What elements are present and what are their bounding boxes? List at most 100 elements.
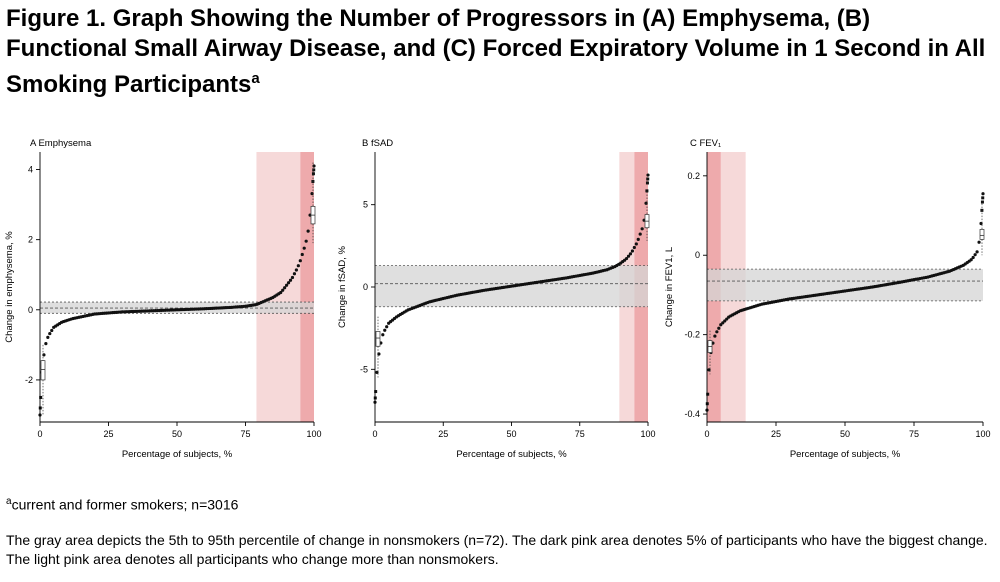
data-point [717,326,721,330]
y-tick-label: 5 [363,200,368,210]
data-point [636,237,640,241]
data-point [39,395,43,399]
data-point [980,200,984,204]
boxplot-low-box [375,331,381,347]
data-point [645,181,649,185]
data-point [646,173,650,177]
y-axis-label: Change in emphysema, % [4,231,15,343]
footnote: acurrent and former smokers; n=3016 [6,496,239,513]
data-point [298,259,302,263]
data-point [306,229,310,233]
x-tick-label: 50 [172,429,182,439]
data-point [385,325,389,329]
data-point [44,342,48,346]
data-point [630,249,635,253]
data-point [279,290,283,295]
chart-panel-1: 0 25 50 75 100 -5 0 5 B fSAD Percentage of subjec… [337,138,656,460]
x-tick-label: 75 [575,429,585,439]
x-tick-label: 0 [37,429,42,439]
chart-panel-0: 0 25 50 75 100 -2 0 2 4 A Emphysema Percentage of … [4,138,322,460]
dark-pink-region [300,152,314,422]
data-point [719,323,723,327]
data-point [981,196,985,200]
data-point [300,252,304,257]
data-point [632,245,636,250]
panel-title: C FEV₁ [690,138,721,149]
data-point [286,281,291,285]
light-pink-region [256,152,301,422]
data-point [304,239,308,243]
data-point [285,283,289,287]
data-point [713,334,717,338]
data-point [294,268,298,272]
data-point [288,278,293,282]
y-tick-label: -2 [25,375,33,385]
panel-title: B fSAD [362,138,393,149]
data-point [374,390,378,394]
data-point [975,250,979,254]
x-tick-label: 75 [909,429,919,439]
panel-title: A Emphysema [30,138,92,149]
data-point [381,333,385,337]
data-point [721,321,725,325]
data-point [48,331,52,336]
x-tick-label: 50 [506,429,516,439]
data-point [977,240,981,244]
figure-title: Figure 1. Graph Showing the Number of Pr… [6,5,986,98]
x-axis-label: Percentage of subjects, % [122,449,233,460]
data-point [311,172,315,176]
data-point [626,254,631,258]
data-point [969,258,973,262]
x-tick-label: 25 [103,429,113,439]
data-point [290,275,295,280]
y-tick-label: 4 [28,165,33,175]
caption: The gray area depicts the 5th to 95th pe… [6,532,988,567]
title-superscript: a [251,70,260,87]
x-axis-label: Percentage of subjects, % [456,449,567,460]
data-point [312,168,316,172]
data-point [706,392,710,396]
x-tick-label: 0 [704,429,709,439]
y-axis-label: Change in FEV1, L [664,247,675,327]
data-point [292,272,297,276]
boxplot-low-box [40,360,46,381]
data-point [283,286,287,290]
y-tick-label: -0.4 [684,409,700,419]
y-tick-label: 0 [28,305,33,315]
data-point [646,177,650,181]
y-tick-label: 0.2 [687,171,700,181]
data-point [723,319,727,323]
x-tick-label: 25 [771,429,781,439]
x-tick-label: 0 [372,429,377,439]
y-axis-label: Change in fSAD, % [337,246,348,328]
data-point [628,252,633,256]
data-point [383,328,387,332]
data-point [634,242,638,246]
x-tick-label: 25 [438,429,448,439]
x-tick-label: 50 [840,429,850,439]
y-tick-label: 2 [28,235,33,245]
data-point [50,328,54,333]
data-point [725,317,729,321]
y-tick-label: -5 [360,364,368,374]
data-point [645,189,649,193]
chart-panel-2: 0 25 50 75 100 -0.4 -0.2 0 0.2 C FEV₁ Percentage o… [664,138,991,460]
boxplot-high-box [979,229,985,240]
x-tick-label: 100 [640,429,655,439]
data-point [715,330,719,334]
x-axis-label: Percentage of subjects, % [790,449,901,460]
data-point [971,255,975,260]
data-point [296,264,300,268]
y-tick-label: 0 [363,282,368,292]
data-point [302,246,306,250]
data-point [981,192,985,196]
x-tick-label: 100 [975,429,990,439]
footnote-marker: a [6,496,12,507]
data-point [46,335,50,339]
x-tick-label: 100 [306,429,321,439]
data-point [638,232,642,236]
data-point [973,253,977,257]
y-tick-label: 0 [695,250,700,260]
data-point [281,288,285,292]
data-point [624,256,629,261]
